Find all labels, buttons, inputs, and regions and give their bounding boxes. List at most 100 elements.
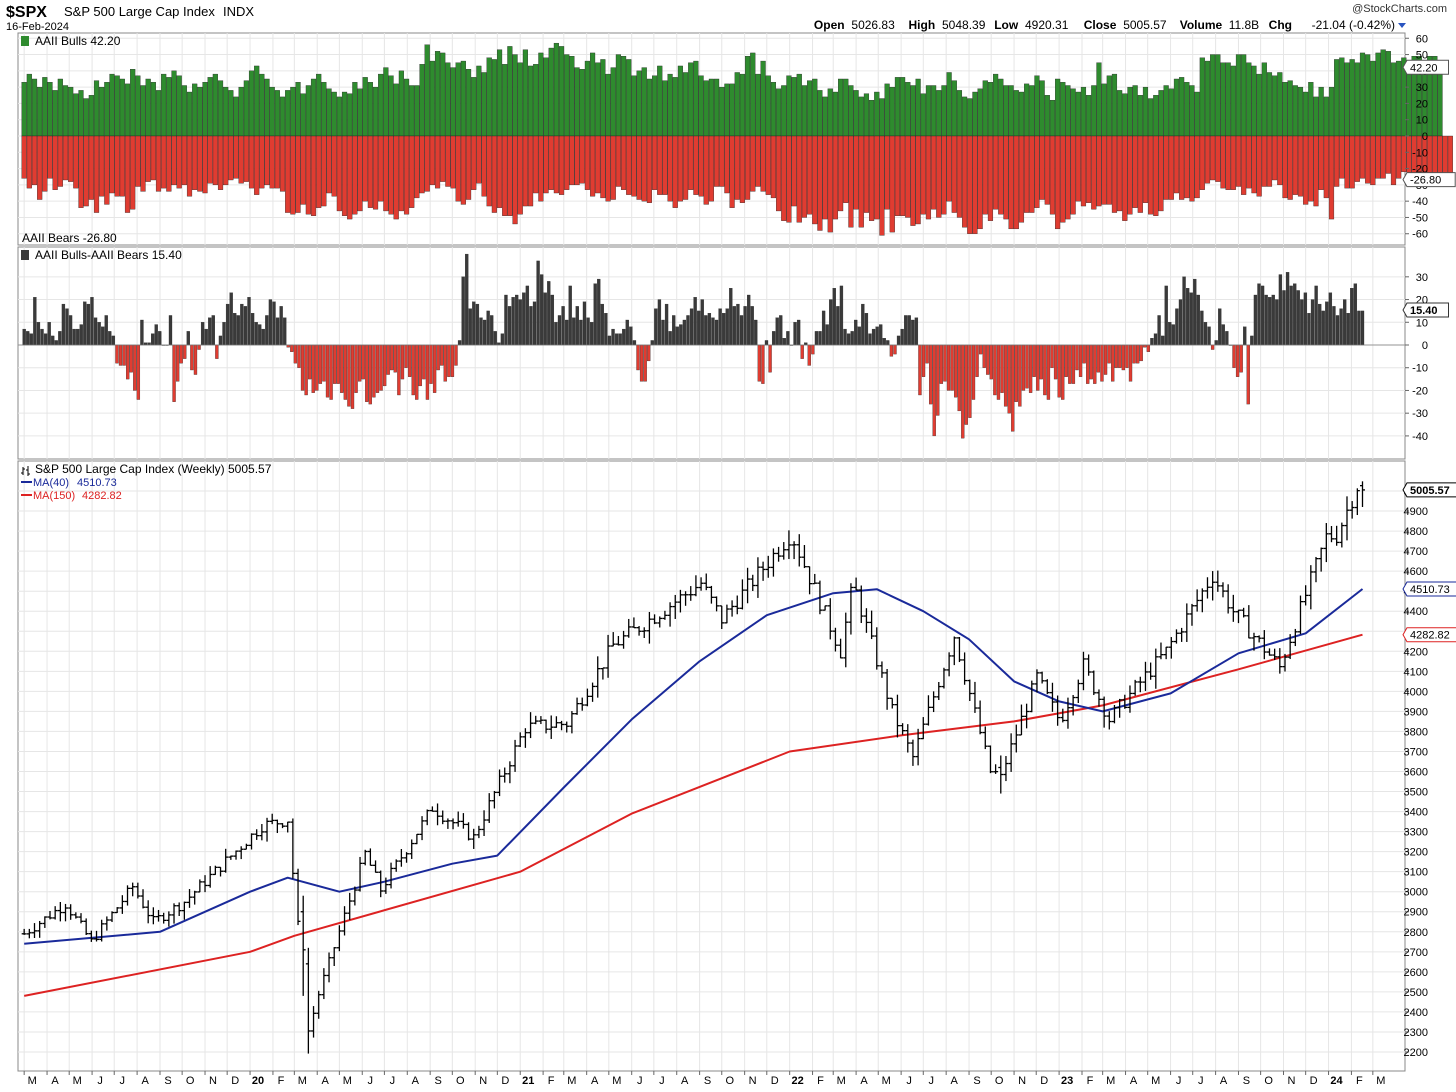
ohlc-bar	[874, 627, 880, 670]
ohlc-bar	[1272, 648, 1278, 660]
bulls-bar	[796, 73, 802, 137]
bulls-bar	[1111, 73, 1118, 137]
bulls-bar	[1282, 82, 1288, 137]
bears-bar	[1117, 135, 1123, 212]
spread-bar	[279, 306, 283, 346]
bulls-bar	[626, 59, 632, 137]
x-tick-month-label: M	[837, 1075, 846, 1087]
bulls-bar	[155, 90, 162, 137]
bears-bar	[1008, 135, 1014, 230]
spread-bar	[154, 324, 158, 346]
bulls-bar	[254, 65, 260, 137]
spread-bar	[490, 315, 494, 346]
bears-bar	[745, 135, 751, 200]
spread-bar	[140, 319, 144, 346]
ohlc-bar	[703, 573, 709, 591]
ohlc-bar	[57, 901, 63, 922]
bulls-bar	[321, 82, 327, 137]
ohlc-bar	[595, 656, 601, 698]
ohlc-bar	[114, 907, 120, 914]
bulls-bar	[1266, 72, 1273, 137]
bulls-bar	[104, 82, 110, 137]
spread-bar	[415, 344, 419, 400]
spread-bar	[1160, 335, 1165, 346]
spread-bar	[43, 333, 48, 346]
bulls-bar	[982, 80, 988, 137]
bulls-bar	[186, 91, 193, 137]
bears-bar	[564, 135, 570, 190]
bulls-bar	[760, 60, 766, 137]
bears-bar	[269, 135, 275, 189]
spread-bar	[1282, 290, 1286, 346]
ohlc-bar	[652, 614, 658, 625]
bears-bar	[295, 135, 301, 213]
spread-bar	[315, 344, 319, 391]
spread-bar	[1014, 344, 1018, 402]
spread-bar	[222, 322, 226, 346]
spread-bar	[79, 324, 83, 346]
bulls-bar	[269, 86, 275, 137]
spread-bar	[283, 317, 287, 346]
spread-bar	[554, 322, 558, 346]
bulls-bar	[863, 93, 870, 137]
x-tick-month-label: F	[548, 1075, 555, 1087]
bulls-bar	[367, 82, 373, 137]
spread-bar	[743, 306, 747, 346]
spread-bar	[168, 315, 173, 346]
bulls-bar	[739, 73, 745, 137]
spread-bar	[522, 292, 526, 346]
bears-bar	[1044, 135, 1050, 205]
ma150-line	[24, 633, 1363, 997]
bulls-bar	[1189, 85, 1195, 137]
y-tick-label: 4800	[1404, 526, 1428, 538]
spread-bar	[54, 340, 58, 346]
bulls-bar	[305, 85, 311, 137]
spread-bar	[1153, 333, 1158, 346]
spread-bar	[1164, 285, 1168, 346]
ohlc-bar	[1230, 594, 1236, 622]
ohlc-bar	[1153, 648, 1159, 689]
spread-bar	[368, 344, 372, 405]
bulls-bar	[574, 67, 580, 137]
spread-bar	[518, 299, 522, 346]
last-value-tags: 42.20 -26.80 15.40 5005.57 4510.73 4282.82	[1402, 59, 1456, 643]
bulls-bar	[150, 82, 156, 137]
bears-bar	[254, 135, 260, 195]
spread-bar	[579, 319, 583, 346]
sentiment-subtitle: AAII Bears -26.80	[22, 231, 117, 245]
bulls-bar	[817, 90, 823, 137]
bears-bar	[445, 135, 451, 187]
ohlc-bar	[770, 548, 776, 577]
bears-bar	[1215, 135, 1221, 182]
ohlc-bar	[486, 793, 492, 823]
bears-bar	[1075, 135, 1081, 202]
spread-bar	[536, 260, 540, 346]
spread-bar	[818, 331, 822, 346]
bulls-bar	[424, 44, 430, 137]
bears-bar	[600, 135, 606, 199]
ohlc-bar	[1359, 481, 1365, 507]
quote-open-value: 5026.83	[851, 18, 895, 32]
ohlc-bar	[497, 769, 503, 797]
ohlc-bar	[383, 877, 389, 894]
ohlc-bar	[1086, 654, 1092, 676]
bears-bar	[1308, 135, 1314, 202]
ohlc-bar	[1277, 648, 1283, 674]
ohlc-bar	[352, 886, 358, 906]
bulls-bar	[1091, 85, 1097, 137]
spread-bar	[122, 344, 126, 366]
bulls-bar	[595, 62, 601, 137]
spread-bar	[197, 344, 201, 350]
bears-bar	[26, 135, 32, 189]
bears-bar	[1313, 135, 1319, 207]
x-tick-month-label: A	[860, 1075, 868, 1087]
bears-bar	[104, 135, 110, 205]
spread-bar	[1189, 292, 1193, 346]
ohlc-bar	[1003, 756, 1009, 782]
bears-bar	[869, 135, 875, 221]
ohlc-bar	[424, 809, 430, 826]
bulls-bar	[192, 83, 198, 137]
bulls-bar	[657, 65, 663, 137]
y-tick-label: 3600	[1404, 767, 1428, 779]
spread-bar	[404, 344, 408, 368]
